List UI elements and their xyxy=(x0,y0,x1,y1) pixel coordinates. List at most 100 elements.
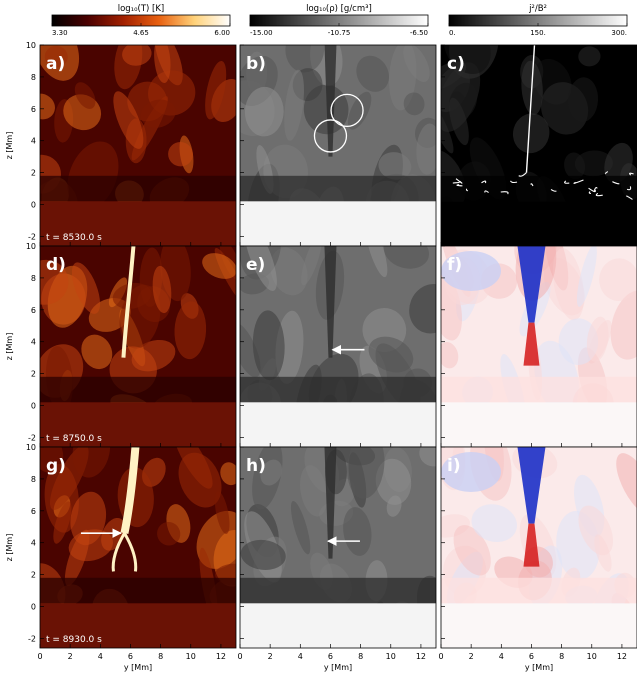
texture-wisp xyxy=(70,491,107,546)
positive-lobe xyxy=(523,523,540,567)
highlight-circle xyxy=(330,93,364,128)
texture-wisp xyxy=(416,123,436,175)
panel-label: a) xyxy=(46,54,65,74)
hot-jet xyxy=(120,447,140,534)
x-axis-label: y [Mm] xyxy=(124,663,152,672)
texture-wisp xyxy=(240,322,261,378)
texture-wisp xyxy=(53,501,72,544)
photosphere-band xyxy=(40,402,236,447)
texture-wisp xyxy=(453,525,491,576)
current-filament xyxy=(481,180,487,184)
y-tick-label: 10 xyxy=(26,242,36,251)
texture-wisp xyxy=(40,93,55,120)
x-tick-label: 6 xyxy=(328,652,333,661)
x-tick-label: 10 xyxy=(386,652,396,661)
time-label: t = 8930.0 s xyxy=(46,635,102,645)
chromosphere-band xyxy=(240,577,436,604)
panel-d xyxy=(40,246,236,447)
texture-wisp xyxy=(112,282,152,309)
texture-wisp xyxy=(384,246,430,269)
y-tick-label: -2 xyxy=(28,232,36,241)
negative-region xyxy=(441,251,501,291)
photosphere-band xyxy=(441,201,637,246)
texture-wisp xyxy=(40,447,64,473)
texture-wisp xyxy=(140,99,176,128)
panels: a) t = 8530.0 s b) c) d) t = 8750.0 s e) f) g) t … xyxy=(39,44,637,649)
panel-frame xyxy=(239,446,437,649)
current-filament xyxy=(484,190,489,194)
current-filament xyxy=(455,178,463,184)
texture-wisp xyxy=(154,45,171,84)
texture-wisp xyxy=(71,262,101,314)
panel-label: i) xyxy=(447,456,461,476)
x-tick-label: 8 xyxy=(358,652,363,661)
current-filament xyxy=(626,186,632,191)
photosphere-band xyxy=(40,201,236,246)
texture-wisp xyxy=(81,334,113,370)
texture-wisp xyxy=(285,45,325,73)
chromosphere-band xyxy=(441,577,637,604)
texture-wisp xyxy=(44,45,68,68)
texture-wisp xyxy=(419,447,436,467)
texture-wisp xyxy=(378,152,412,180)
photosphere-band xyxy=(240,201,436,246)
texture-wisp xyxy=(599,258,637,302)
current-filament xyxy=(465,188,469,192)
texture-wisp xyxy=(240,539,286,571)
texture-wisp xyxy=(113,91,144,149)
y-tick-label: 10 xyxy=(26,41,36,50)
texture-wisp xyxy=(244,86,284,137)
texture-wisp xyxy=(244,246,277,291)
texture-wisp xyxy=(174,301,207,360)
texture-wisp xyxy=(157,521,181,546)
texture-wisp xyxy=(610,290,637,360)
photosphere-band xyxy=(240,402,436,447)
time-label: t = 8530.0 s xyxy=(46,233,102,243)
texture-wisp xyxy=(300,465,328,517)
panel-label: b) xyxy=(246,54,266,74)
colorbar-tick-label: 150. xyxy=(530,29,546,37)
panel-label: f) xyxy=(447,255,462,275)
texture-wisp xyxy=(368,336,414,373)
chromosphere-band xyxy=(441,376,637,403)
y-tick-label: 2 xyxy=(31,370,36,379)
positive-lobe xyxy=(523,322,540,366)
x-tick-label: 4 xyxy=(98,652,103,661)
texture-wisp xyxy=(284,69,304,141)
texture-wisp xyxy=(441,342,459,369)
negative-lobe xyxy=(517,246,546,323)
colorbar-label: j²/B² xyxy=(528,4,547,14)
texture-wisp xyxy=(578,46,601,67)
chromosphere-band xyxy=(40,376,236,403)
colorbar-tick-label: -15.00 xyxy=(250,29,273,37)
texture-wisp xyxy=(40,259,69,305)
texture-wisp xyxy=(347,91,372,130)
texture-wisp xyxy=(122,45,152,66)
x-tick-label: 8 xyxy=(158,652,163,661)
texture-wisp xyxy=(552,248,585,321)
x-tick-label: 0 xyxy=(37,652,42,661)
density-channel xyxy=(324,246,337,358)
texture-wisp xyxy=(578,505,614,556)
hot-jet xyxy=(121,246,136,358)
colorbars: log₁₀(T) [K] 3.30 4.65 6.00 log₁₀(ρ) [g/cm³]… xyxy=(51,4,628,37)
chromosphere-band xyxy=(40,175,236,202)
current-filament xyxy=(593,187,598,192)
panel-g xyxy=(40,447,236,648)
texture-wisp xyxy=(403,45,430,82)
y-tick-label: -2 xyxy=(28,634,36,643)
x-tick-label: 12 xyxy=(416,652,426,661)
current-filament xyxy=(588,191,591,194)
current-filament xyxy=(452,181,460,184)
current-filament xyxy=(629,172,634,176)
texture-wisp xyxy=(72,447,111,478)
current-filament xyxy=(518,172,527,177)
texture-wisp xyxy=(568,77,599,123)
hot-loop-left xyxy=(111,532,126,572)
chromosphere-band xyxy=(40,577,236,604)
texture-wisp xyxy=(356,55,389,92)
colorbar-tick-label: -6.50 xyxy=(410,29,428,37)
y-tick-label: 4 xyxy=(31,338,36,347)
